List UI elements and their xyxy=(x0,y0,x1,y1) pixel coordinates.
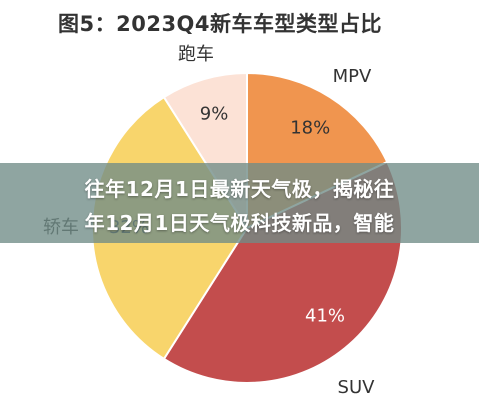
headline-line-2: 年12月1日天气极科技新品，智能 xyxy=(84,211,395,235)
slice-2-value-label: 41% xyxy=(305,306,345,327)
slice-1-category-label: MPV xyxy=(333,66,372,87)
slice-4-category-label: 跑车 xyxy=(178,44,214,65)
slice-2-category-label: SUV xyxy=(338,377,376,398)
headline-line-1: 往年12月1日最新天气极，揭秘往 xyxy=(84,177,395,201)
slice-1-value-label: 18% xyxy=(290,117,330,138)
headline-banner: 往年12月1日最新天气极，揭秘往 年12月1日天气极科技新品，智能 xyxy=(0,163,479,243)
slice-4-value-label: 9% xyxy=(200,104,229,125)
chart-title: 图5：2023Q4新车车型类型占比 xyxy=(58,12,383,36)
